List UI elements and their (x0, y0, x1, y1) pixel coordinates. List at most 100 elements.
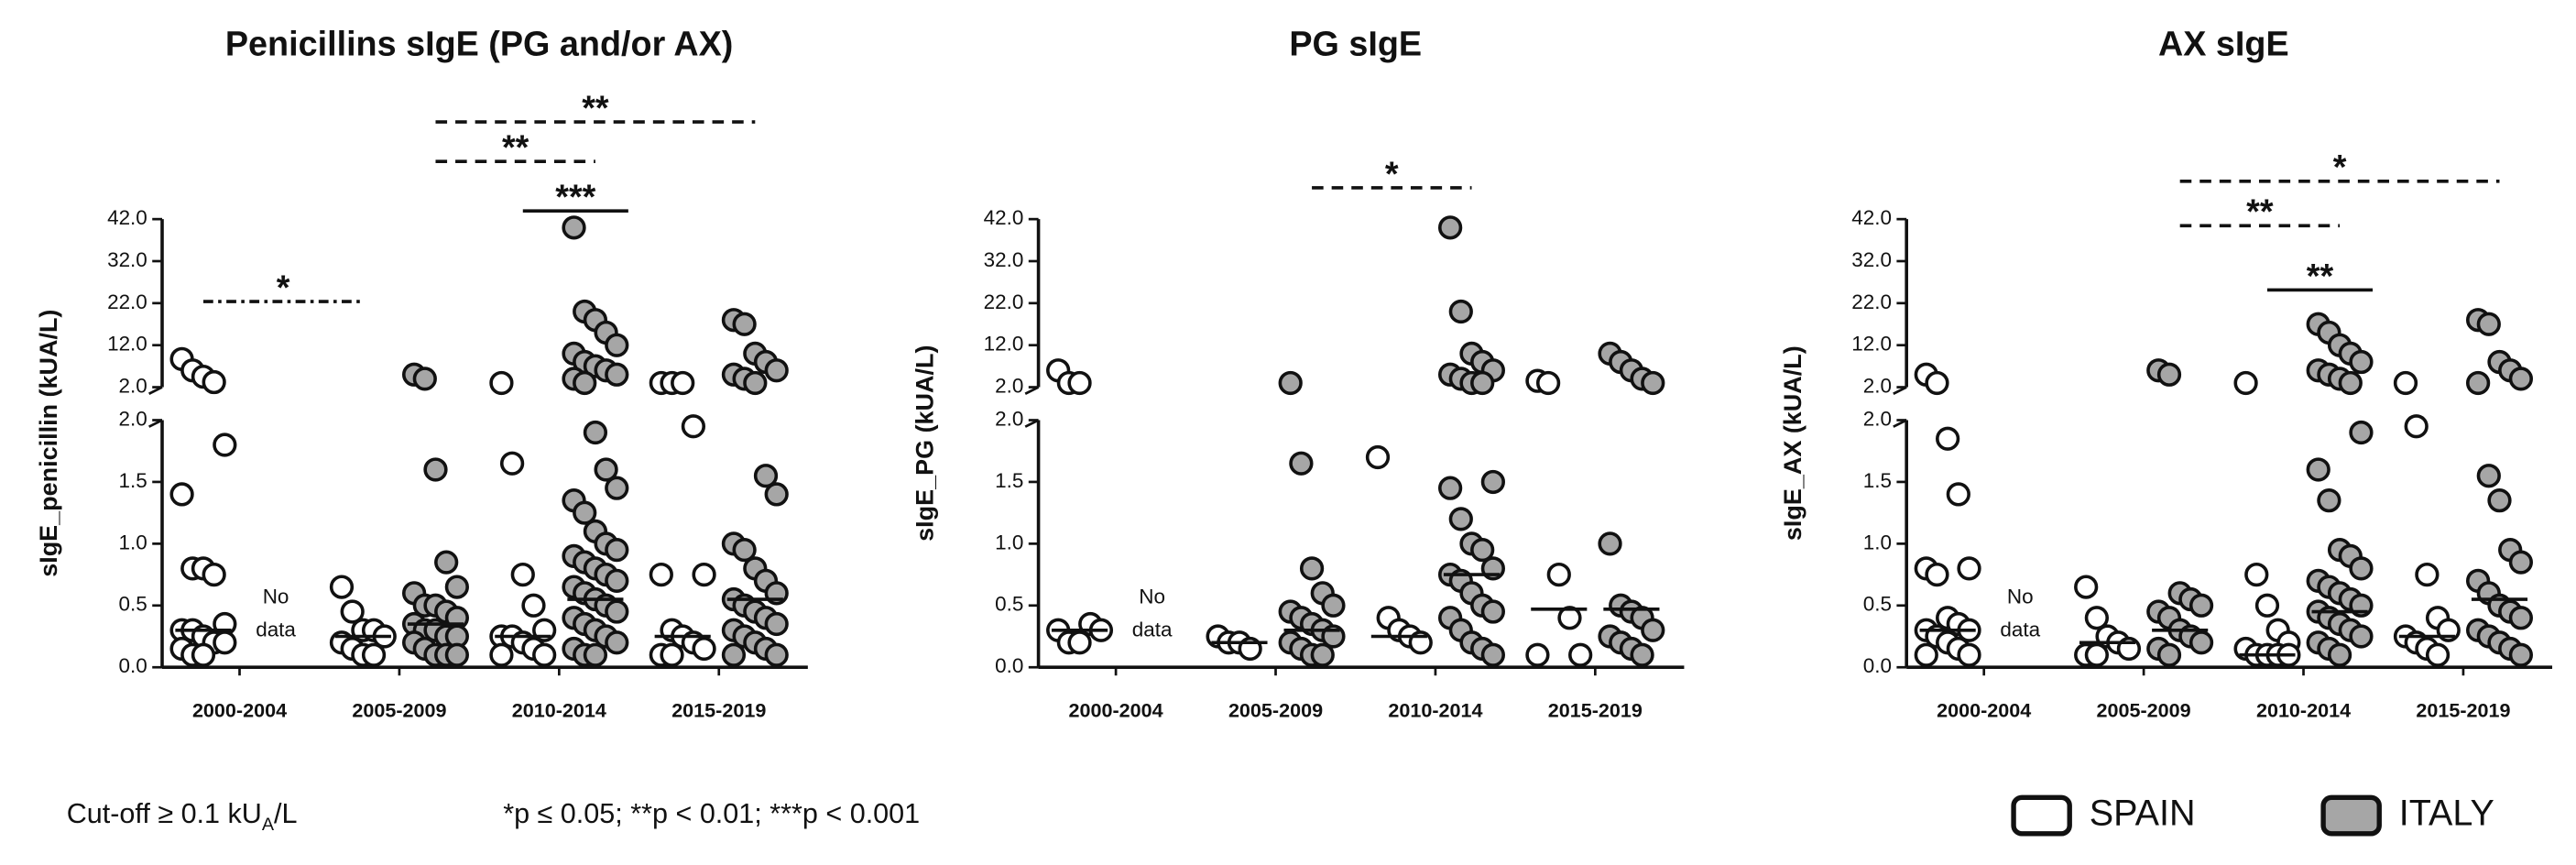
y-tick-label: 2.0 (1863, 374, 1892, 397)
data-point (1925, 562, 1949, 587)
data-point (732, 537, 757, 563)
y-tick-label: 0.0 (1863, 654, 1892, 677)
data-point (2487, 488, 2512, 513)
x-tick-label: 2010-2014 (512, 698, 606, 721)
significance-label: * (277, 268, 290, 306)
y-tick-label: 22.0 (984, 290, 1024, 313)
data-point (1914, 642, 1938, 667)
data-point (1278, 370, 1303, 396)
data-point (1946, 482, 1970, 507)
data-point (329, 575, 355, 599)
data-point (583, 420, 608, 445)
y-tick-label: 1.0 (1863, 531, 1892, 553)
data-point (2084, 606, 2109, 630)
data-point (2404, 414, 2429, 439)
data-point (2189, 630, 2214, 655)
y-tick-label: 0.5 (1863, 593, 1892, 616)
data-point (2254, 593, 2280, 618)
significance-label: ** (582, 88, 609, 126)
data-point (2415, 562, 2440, 587)
data-point (2074, 575, 2099, 599)
data-point (1437, 215, 1463, 240)
data-point (2476, 312, 2501, 336)
data-point (213, 630, 237, 655)
significance-label: ** (2307, 257, 2334, 295)
data-point (605, 362, 629, 387)
data-point (1957, 642, 1981, 667)
data-point (1448, 299, 1473, 324)
data-point (2508, 550, 2534, 575)
data-point (1630, 642, 1654, 667)
data-point (2508, 642, 2534, 667)
data-point (562, 215, 586, 240)
x-tick-label: 2005-2009 (352, 698, 446, 721)
data-point (2156, 362, 2182, 387)
significance-label: ** (2246, 192, 2274, 231)
data-point (1470, 370, 1495, 396)
x-tick-label: 2015-2019 (2416, 698, 2510, 721)
data-point (2425, 642, 2450, 667)
data-point (2084, 642, 2109, 667)
data-point (1568, 642, 1593, 667)
data-point (2393, 370, 2418, 396)
data-point (732, 312, 757, 336)
data-point (2349, 624, 2374, 649)
data-point (681, 414, 706, 439)
data-point (2508, 606, 2534, 630)
data-point (1310, 642, 1335, 667)
data-point (1957, 556, 1981, 581)
no-data-line: No (263, 586, 289, 608)
no-data-label: No data (1132, 586, 1173, 641)
data-point (671, 370, 695, 396)
data-point (660, 642, 684, 667)
y-tick-label: 22.0 (107, 290, 147, 313)
data-point (1557, 606, 1582, 630)
data-point (2317, 488, 2341, 513)
y-axis-label: sIgE_PG (kUA/L) (911, 345, 938, 542)
y-tick-label: 2.0 (1863, 407, 1892, 430)
data-point (2349, 349, 2374, 375)
data-point (1437, 476, 1463, 500)
significance-note: *p ≤ 0.05; **p < 0.01; ***p < 0.001 (503, 798, 920, 829)
no-data-line: No (1139, 586, 1165, 608)
x-tick-label: 2000-2004 (1069, 698, 1163, 721)
x-tick-label: 2015-2019 (671, 698, 766, 721)
data-point (1525, 642, 1550, 667)
data-point (1067, 370, 1092, 396)
data-point (2465, 370, 2491, 396)
cutoff-unit: /L (274, 798, 297, 829)
y-tick-label: 32.0 (1851, 248, 1892, 271)
data-point (1641, 370, 1665, 396)
data-point (764, 358, 789, 383)
data-point (743, 370, 768, 396)
data-point (605, 333, 629, 357)
data-point (434, 550, 459, 575)
y-tick-label: 12.0 (107, 333, 147, 356)
data-point (489, 370, 514, 396)
data-point (1299, 556, 1325, 581)
x-tick-label: 2010-2014 (2256, 698, 2351, 721)
data-point (764, 611, 789, 637)
data-point (2338, 370, 2363, 396)
data-point (2349, 420, 2374, 445)
data-point (649, 562, 673, 587)
significance-label: ** (502, 128, 529, 167)
data-point (532, 642, 557, 667)
no-data-line: data (1132, 619, 1173, 641)
data-point (1936, 426, 1960, 451)
data-point (1470, 537, 1495, 563)
data-point (692, 562, 716, 587)
data-point (340, 599, 365, 624)
data-point (2508, 367, 2534, 391)
data-point (1641, 618, 1665, 642)
y-tick-label: 2.0 (119, 407, 147, 430)
y-tick-label: 0.5 (119, 593, 147, 616)
y-tick-label: 42.0 (107, 206, 147, 229)
cutoff-subscript: A (262, 815, 275, 835)
data-point (605, 599, 629, 624)
data-point (510, 562, 535, 587)
y-tick-label: 1.5 (995, 469, 1023, 492)
y-tick-label: 42.0 (1851, 206, 1892, 229)
legend-swatch (2011, 794, 2072, 837)
